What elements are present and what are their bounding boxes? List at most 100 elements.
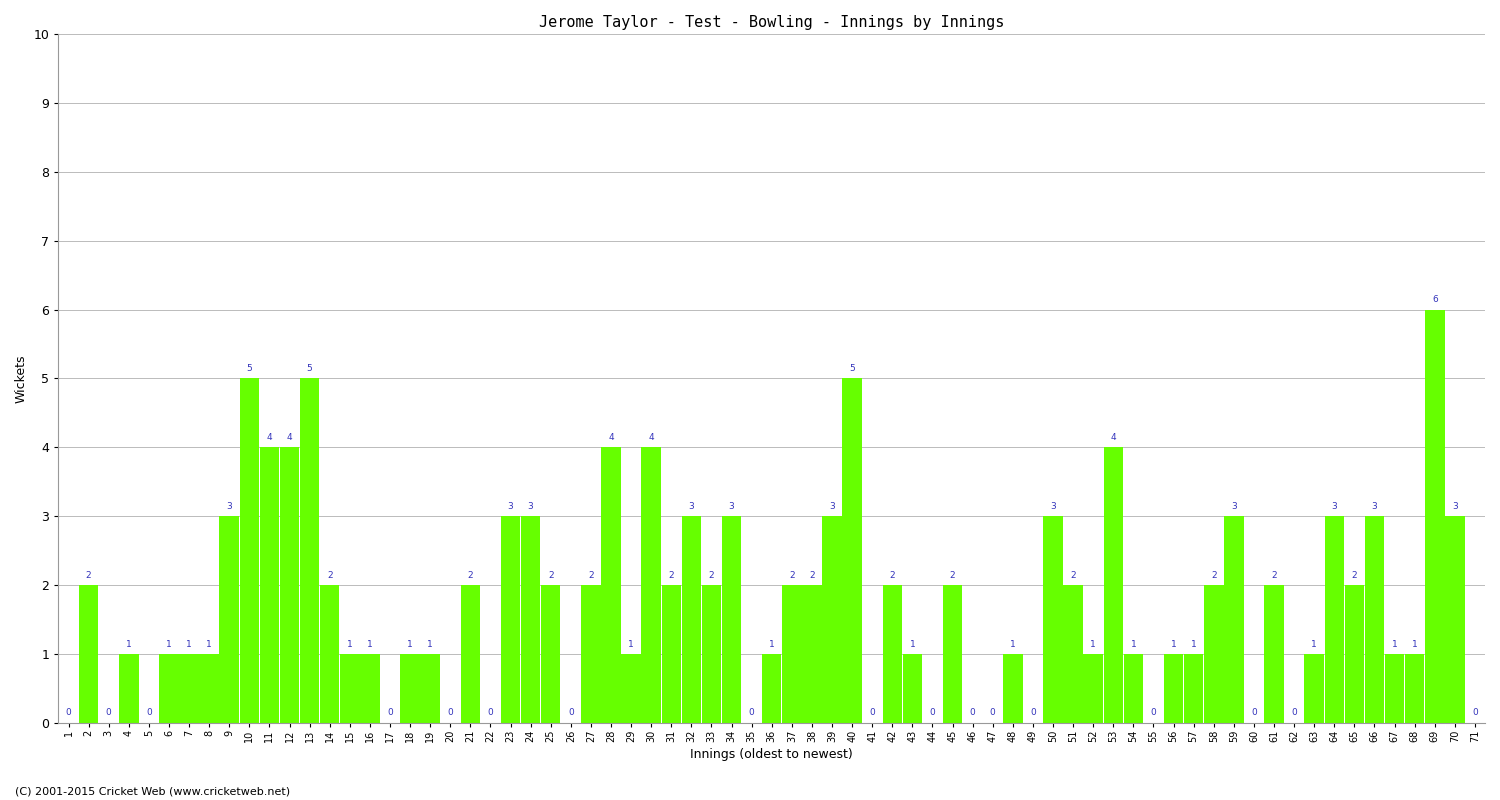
Text: 3: 3 — [226, 502, 232, 510]
Text: 0: 0 — [1472, 709, 1478, 718]
Text: 5: 5 — [246, 364, 252, 373]
Text: 2: 2 — [808, 570, 814, 580]
Bar — [762, 654, 782, 723]
Bar — [1124, 654, 1143, 723]
Text: 2: 2 — [708, 570, 714, 580]
Bar — [1425, 310, 1444, 723]
Text: 2: 2 — [1352, 570, 1358, 580]
Bar — [180, 654, 200, 723]
Text: 6: 6 — [1432, 295, 1437, 304]
Text: 4: 4 — [286, 433, 292, 442]
Text: 0: 0 — [447, 709, 453, 718]
Text: 0: 0 — [1251, 709, 1257, 718]
Text: 3: 3 — [1332, 502, 1336, 510]
Text: 1: 1 — [628, 639, 634, 649]
Bar — [420, 654, 440, 723]
Text: 1: 1 — [406, 639, 412, 649]
Text: 1: 1 — [770, 639, 774, 649]
Bar — [621, 654, 640, 723]
Text: 2: 2 — [1071, 570, 1076, 580]
Bar — [542, 585, 561, 723]
Y-axis label: Wickets: Wickets — [15, 354, 28, 402]
Text: 2: 2 — [86, 570, 92, 580]
Bar — [1204, 585, 1224, 723]
Bar — [219, 516, 239, 723]
Bar — [1164, 654, 1184, 723]
Bar — [520, 516, 540, 723]
Text: 3: 3 — [1371, 502, 1377, 510]
Text: 3: 3 — [688, 502, 694, 510]
Bar — [722, 516, 741, 723]
Bar — [702, 585, 721, 723]
Bar — [460, 585, 480, 723]
Text: 1: 1 — [1412, 639, 1418, 649]
Text: 0: 0 — [106, 709, 111, 718]
Bar — [662, 585, 681, 723]
Text: 0: 0 — [66, 709, 72, 718]
Bar — [240, 378, 260, 723]
Text: (C) 2001-2015 Cricket Web (www.cricketweb.net): (C) 2001-2015 Cricket Web (www.cricketwe… — [15, 786, 290, 796]
Text: 0: 0 — [568, 709, 573, 718]
Bar — [1224, 516, 1244, 723]
Text: 0: 0 — [488, 709, 494, 718]
Text: 5: 5 — [849, 364, 855, 373]
Text: 1: 1 — [427, 639, 433, 649]
Text: 2: 2 — [950, 570, 956, 580]
Text: 3: 3 — [1232, 502, 1236, 510]
Bar — [320, 585, 339, 723]
Text: 1: 1 — [1170, 639, 1176, 649]
Bar — [1406, 654, 1425, 723]
Bar — [1064, 585, 1083, 723]
Text: 1: 1 — [346, 639, 352, 649]
Bar — [80, 585, 99, 723]
Bar — [501, 516, 520, 723]
Bar — [1444, 516, 1464, 723]
Text: 2: 2 — [548, 570, 554, 580]
Text: 2: 2 — [588, 570, 594, 580]
Text: 3: 3 — [528, 502, 534, 510]
Text: 3: 3 — [1050, 502, 1056, 510]
Text: 2: 2 — [468, 570, 472, 580]
Bar — [1264, 585, 1284, 723]
Text: 3: 3 — [729, 502, 735, 510]
Text: 1: 1 — [1392, 639, 1398, 649]
Bar — [1384, 654, 1404, 723]
Bar — [1324, 516, 1344, 723]
Text: 4: 4 — [267, 433, 272, 442]
Text: 0: 0 — [930, 709, 936, 718]
Bar — [642, 447, 662, 723]
Bar — [1365, 516, 1384, 723]
Text: 4: 4 — [1110, 433, 1116, 442]
Text: 1: 1 — [909, 639, 915, 649]
Text: 2: 2 — [789, 570, 795, 580]
Bar — [822, 516, 842, 723]
Bar — [1083, 654, 1102, 723]
Bar — [1305, 654, 1324, 723]
Text: 1: 1 — [1090, 639, 1096, 649]
Text: 0: 0 — [1030, 709, 1036, 718]
Bar — [300, 378, 320, 723]
Text: 0: 0 — [1292, 709, 1298, 718]
Text: 4: 4 — [608, 433, 613, 442]
Text: 1: 1 — [368, 639, 374, 649]
Bar — [882, 585, 902, 723]
Text: 1: 1 — [166, 639, 172, 649]
Text: 3: 3 — [830, 502, 836, 510]
Text: 2: 2 — [1270, 570, 1276, 580]
Text: 1: 1 — [1010, 639, 1016, 649]
Text: 1: 1 — [126, 639, 132, 649]
Text: 0: 0 — [970, 709, 975, 718]
Text: 2: 2 — [669, 570, 674, 580]
Bar — [802, 585, 822, 723]
Text: 1: 1 — [186, 639, 192, 649]
Text: 3: 3 — [507, 502, 513, 510]
Bar — [159, 654, 178, 723]
Text: 0: 0 — [387, 709, 393, 718]
Bar — [280, 447, 300, 723]
Text: 1: 1 — [207, 639, 212, 649]
Bar — [580, 585, 600, 723]
Title: Jerome Taylor - Test - Bowling - Innings by Innings: Jerome Taylor - Test - Bowling - Innings… — [538, 15, 1005, 30]
Bar — [903, 654, 922, 723]
Bar — [1344, 585, 1364, 723]
Text: 0: 0 — [990, 709, 996, 718]
